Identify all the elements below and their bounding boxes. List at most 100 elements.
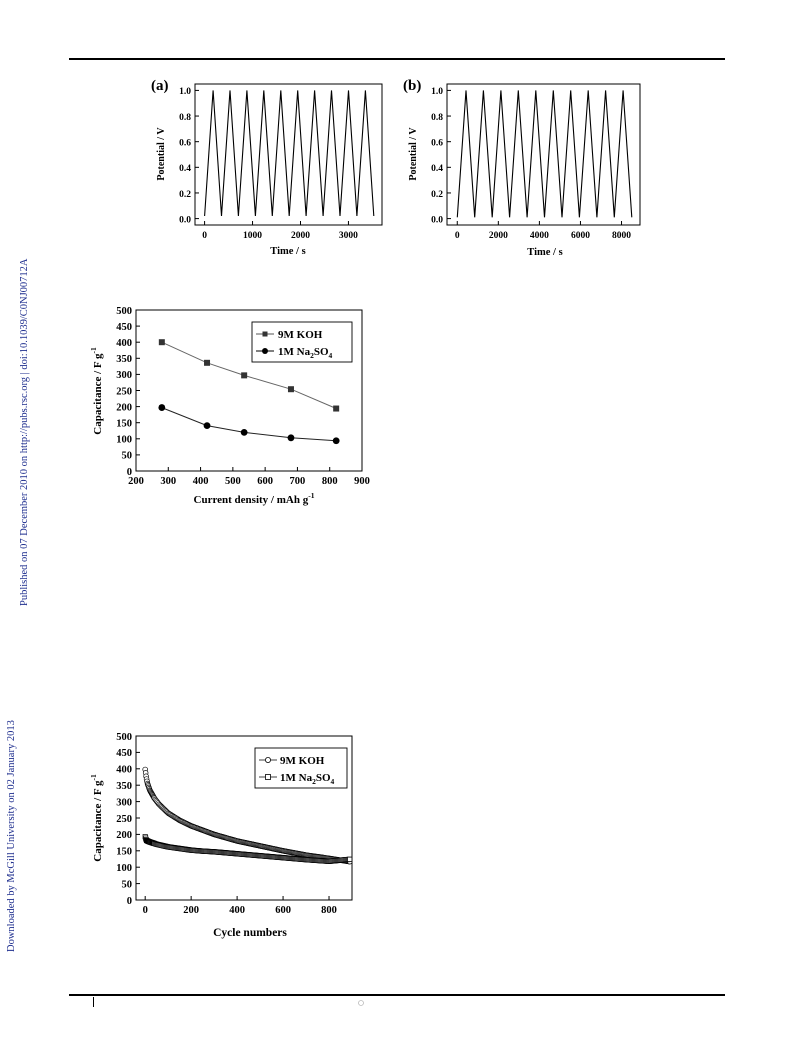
data-point xyxy=(204,359,211,366)
published-line: Published on 07 December 2010 on http://… xyxy=(19,258,30,606)
x-tick-label: 8000 xyxy=(612,231,631,241)
x-axis-label-cycle: Cycle numbers xyxy=(213,927,287,939)
cycle-chart: 0 50 100 150 200 250 300 350 400 450 500 0 200 400 60… xyxy=(89,732,353,939)
data-point xyxy=(240,428,248,436)
y-tick-label: 450 xyxy=(116,748,132,759)
y-tick-label: 0.8 xyxy=(179,113,191,123)
y-tick-label: 250 xyxy=(116,814,132,825)
y-tick-label: 350 xyxy=(116,354,132,365)
legend-box-cycle xyxy=(254,747,348,789)
y-tick-label: 0.4 xyxy=(431,164,443,174)
y-tick-label: 0.2 xyxy=(179,190,191,200)
x-tick-label: 6000 xyxy=(571,231,590,241)
legend-marker-koh xyxy=(262,331,268,337)
data-point xyxy=(203,422,211,429)
x-tick-label: 0 xyxy=(143,905,148,916)
x-tick-label: 600 xyxy=(275,905,291,916)
series-line-b xyxy=(456,90,633,218)
x-ticks-a: 0 1000 2000 3000 xyxy=(202,221,358,241)
x-tick-label: 800 xyxy=(321,905,337,916)
series-cycle xyxy=(142,766,353,865)
gcd-chart-b: (b) 0.0 0.2 0.4 0.6 0.8 1.0 0 2000 4000 6000 8000… xyxy=(403,78,641,258)
x-tick-label: 300 xyxy=(160,476,176,487)
gcd-chart-a: (a) 0.0 0.2 0.4 0.6 0.8 1.0 0 1000 2000 3000 Tim… xyxy=(151,78,383,257)
x-tick-label: 400 xyxy=(229,905,245,916)
plot-frame-b xyxy=(446,83,641,226)
y-tick-label: 50 xyxy=(122,879,133,890)
x-axis-label-a: Time / s xyxy=(270,246,305,257)
y-axis-label-b: Potential / V xyxy=(408,127,419,181)
x-axis-label-rate: Current density / mAh g-1 xyxy=(194,491,315,506)
y-tick-label: 200 xyxy=(116,830,132,841)
y-axis-label-rate: Capacitance / F g-1 xyxy=(89,347,104,435)
x-ticks-cycle: 0 200 400 600 800 xyxy=(143,896,337,916)
x-tick-label: 900 xyxy=(354,476,370,487)
x-tick-label: 800 xyxy=(322,476,338,487)
x-tick-label: 0 xyxy=(455,231,460,241)
data-point xyxy=(333,405,340,412)
data-point xyxy=(158,404,166,411)
legend-label-koh: 9M KOH xyxy=(278,329,323,341)
y-tick-label: 100 xyxy=(116,863,132,874)
y-ticks-cycle: 0 50 100 150 200 250 300 350 400 450 500 xyxy=(116,732,140,907)
x-tick-label: 2000 xyxy=(291,231,310,241)
rate-chart: 0 50 100 150 200 250 300 350 400 450 500 200 300 400… xyxy=(89,306,370,506)
x-tick-label: 2000 xyxy=(489,231,508,241)
y-tick-label: 100 xyxy=(116,435,132,446)
x-tick-label: 200 xyxy=(128,476,144,487)
panel-label-b: (b) xyxy=(403,78,421,94)
y-tick-label: 0.4 xyxy=(179,164,191,174)
plot-frame-a xyxy=(194,83,383,226)
x-ticks-rate: 200 300 400 500 600 700 800 900 xyxy=(128,467,370,487)
y-tick-label: 0.0 xyxy=(431,215,443,225)
legend-marker-naso-cycle xyxy=(265,774,271,780)
panel-label-a: (a) xyxy=(151,78,169,94)
footer-rule xyxy=(69,994,725,996)
series-rate xyxy=(158,339,340,445)
x-tick-label: 200 xyxy=(183,905,199,916)
y-tick-label: 50 xyxy=(122,451,133,462)
y-axis-label-a: Potential / V xyxy=(156,127,167,181)
data-point xyxy=(287,386,294,393)
download-notice: Downloaded by McGill University on 02 Ja… xyxy=(2,258,42,966)
x-tick-label: 500 xyxy=(225,476,241,487)
x-tick-label: 4000 xyxy=(530,231,549,241)
y-tick-label: 500 xyxy=(116,732,132,743)
series-line xyxy=(161,407,337,442)
x-tick-label: 1000 xyxy=(243,231,262,241)
x-axis-label-b: Time / s xyxy=(527,247,562,258)
legend-rate: 9M KOH 1M Na2SO4 xyxy=(251,321,353,363)
y-tick-label: 1.0 xyxy=(179,87,191,97)
footer-tick xyxy=(93,997,94,1007)
y-tick-label: 400 xyxy=(116,338,132,349)
data-point xyxy=(347,856,353,862)
data-point xyxy=(287,434,295,442)
x-tick-label: 400 xyxy=(193,476,209,487)
x-tick-label: 600 xyxy=(257,476,273,487)
y-ticks-b: 0.0 0.2 0.4 0.6 0.8 1.0 xyxy=(431,87,451,225)
y-tick-label: 450 xyxy=(116,322,132,333)
y-tick-label: 0.0 xyxy=(179,215,191,225)
legend-marker-naso xyxy=(262,348,268,354)
y-tick-label: 0.2 xyxy=(431,190,443,200)
y-tick-label: 250 xyxy=(116,386,132,397)
y-tick-label: 0.6 xyxy=(431,138,443,148)
data-point xyxy=(332,437,340,445)
y-ticks-rate: 0 50 100 150 200 250 300 350 400 450 500 xyxy=(116,306,140,478)
legend-cycle: 9M KOH 1M Na2SO4 xyxy=(254,747,348,789)
x-ticks-b: 0 2000 4000 6000 8000 xyxy=(455,221,631,241)
y-tick-label: 150 xyxy=(116,419,132,430)
y-tick-label: 1.0 xyxy=(431,87,443,97)
y-tick-label: 300 xyxy=(116,370,132,381)
y-ticks-a: 0.0 0.2 0.4 0.6 0.8 1.0 xyxy=(179,87,199,225)
legend-label-naso-cycle: 1M Na2SO4 xyxy=(280,772,335,786)
x-tick-label: 0 xyxy=(202,231,207,241)
legend-box-rate xyxy=(251,321,353,363)
y-tick-label: 500 xyxy=(116,306,132,317)
x-tick-label: 3000 xyxy=(339,231,358,241)
header-rule xyxy=(69,58,725,60)
download-line: Downloaded by McGill University on 02 Ja… xyxy=(6,720,17,952)
y-tick-label: 0 xyxy=(127,467,132,478)
data-point xyxy=(158,339,165,346)
y-tick-label: 200 xyxy=(116,402,132,413)
